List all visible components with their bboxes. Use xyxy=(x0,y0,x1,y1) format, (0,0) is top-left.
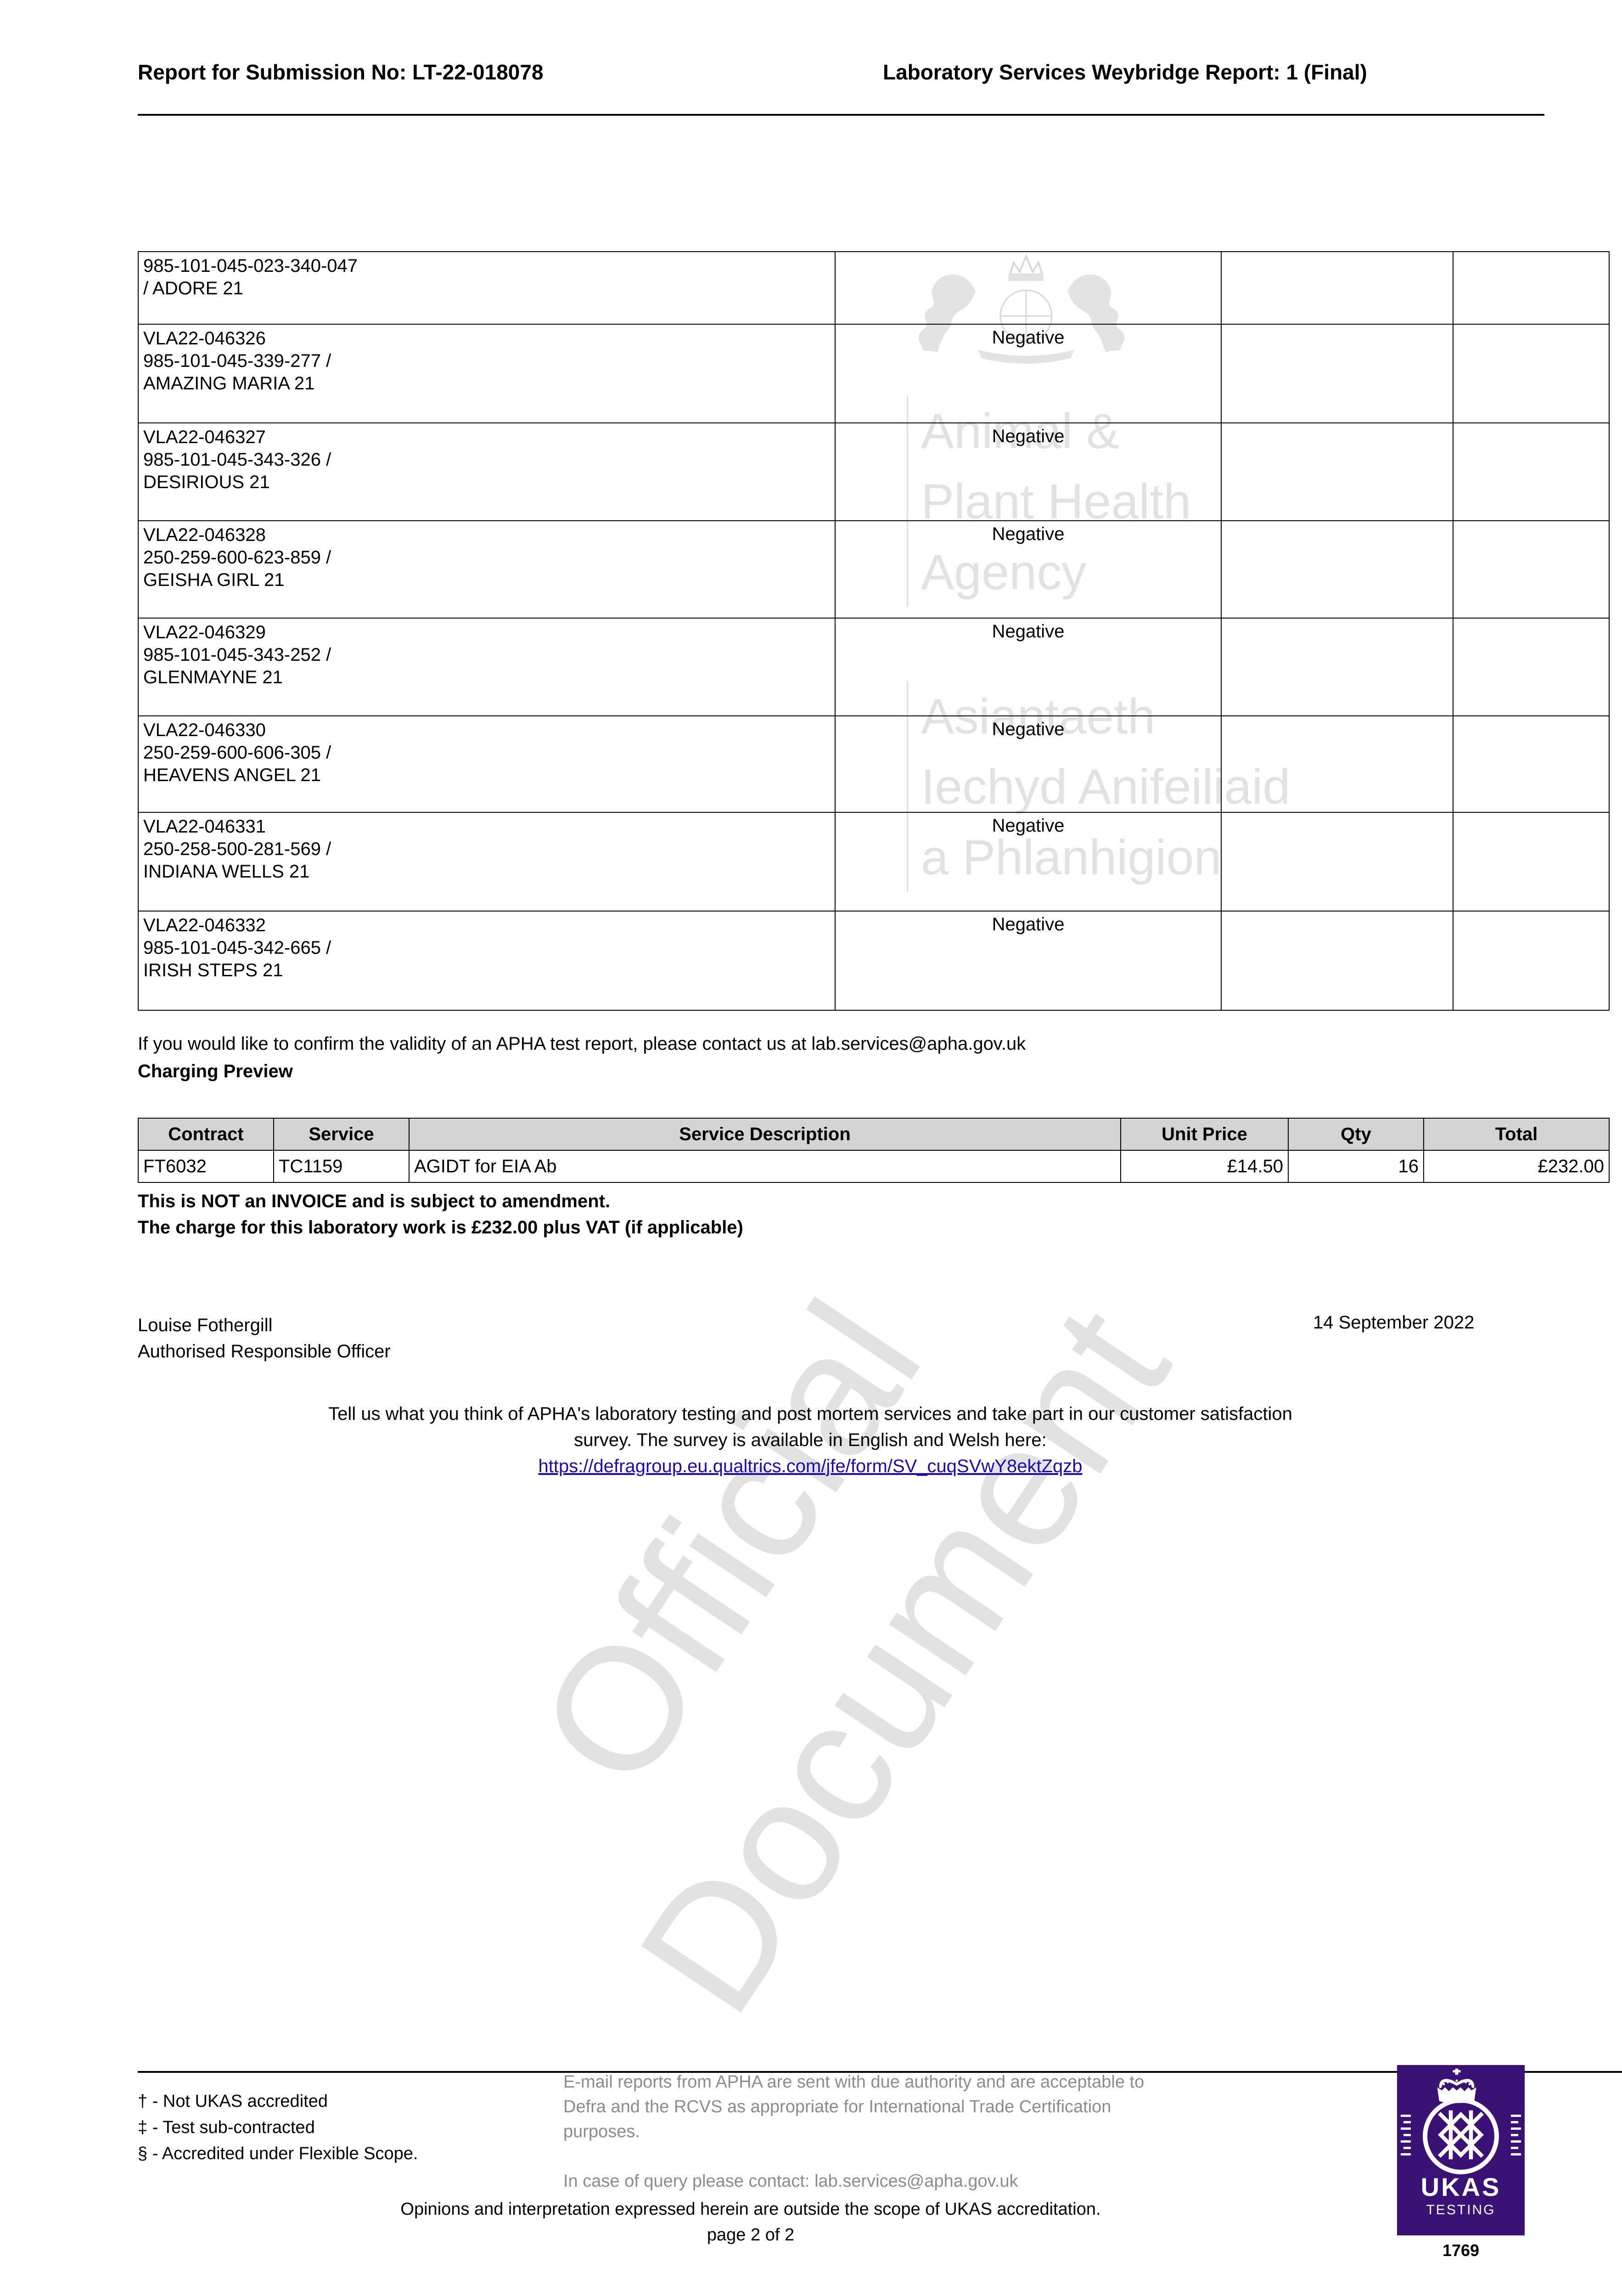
svg-text:UKAS: UKAS xyxy=(1421,2172,1501,2201)
svg-text:TESTING: TESTING xyxy=(1426,2202,1495,2217)
